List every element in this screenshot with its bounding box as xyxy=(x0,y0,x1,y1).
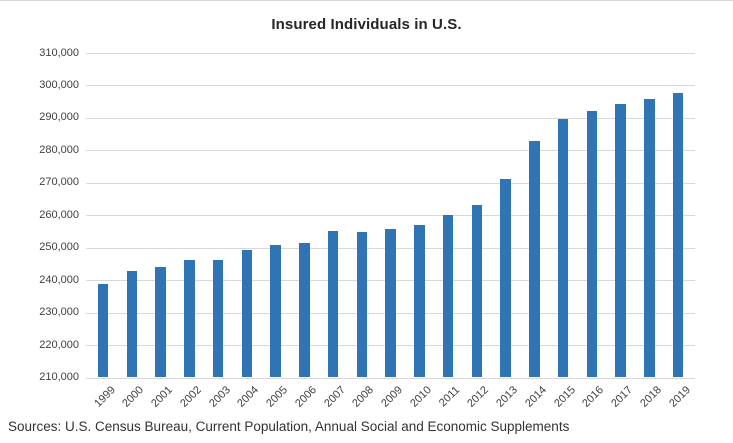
x-tick-label: 2013 xyxy=(494,383,520,410)
bar-2010 xyxy=(414,224,425,378)
y-gridline xyxy=(86,53,695,54)
x-tick-label: 2003 xyxy=(206,383,233,410)
x-tick-label: 2019 xyxy=(666,383,693,410)
top-border-line xyxy=(0,0,733,1)
x-tick-label: 2005 xyxy=(264,383,290,410)
y-gridline xyxy=(86,150,695,152)
chart-title: Insured Individuals in U.S. xyxy=(271,16,462,33)
x-tick-label: 2004 xyxy=(235,383,262,410)
bar-2018 xyxy=(644,99,655,378)
y-tick-label: 230,000 xyxy=(39,306,79,319)
bar-2019 xyxy=(672,92,684,378)
source-note: Sources: U.S. Census Bureau, Current Pop… xyxy=(8,419,570,434)
y-gridline xyxy=(86,85,695,87)
bar-2011 xyxy=(442,214,454,378)
y-tick-label: 310,000 xyxy=(39,46,79,59)
bar-2002 xyxy=(184,260,195,378)
x-tick-label: 2006 xyxy=(292,383,319,410)
bar-2007 xyxy=(327,231,339,378)
bar-2000 xyxy=(126,270,137,378)
y-tick-label: 270,000 xyxy=(39,176,79,189)
x-tick-label: 2017 xyxy=(609,383,635,410)
x-tick-label: 2009 xyxy=(379,383,405,410)
y-gridline xyxy=(86,215,695,217)
y-gridline xyxy=(86,117,695,119)
bar-2012 xyxy=(471,204,482,378)
y-tick-label: 220,000 xyxy=(39,338,79,351)
x-tick-label: 2012 xyxy=(465,383,492,410)
x-tick-label: 2016 xyxy=(580,383,607,410)
bar-2004 xyxy=(241,249,252,378)
x-tick-label: 2002 xyxy=(177,383,204,410)
x-tick-label: 2007 xyxy=(321,383,348,410)
bar-2001 xyxy=(155,266,166,378)
x-tick-label: 2018 xyxy=(637,383,664,410)
y-tick-label: 280,000 xyxy=(39,143,79,156)
x-tick-label: 2008 xyxy=(350,383,377,410)
y-gridline xyxy=(86,377,695,379)
bar-2005 xyxy=(270,244,281,378)
bar-2006 xyxy=(299,242,310,378)
y-tick-label: 290,000 xyxy=(39,111,79,124)
y-tick-label: 250,000 xyxy=(39,241,79,254)
bar-2015 xyxy=(557,118,569,378)
bar-2008 xyxy=(356,232,367,378)
bar-2017 xyxy=(615,104,626,378)
x-tick-label: 2015 xyxy=(551,383,578,410)
x-tick-label: 2010 xyxy=(407,383,434,410)
x-tick-label: 2001 xyxy=(149,383,175,410)
y-tick-label: 210,000 xyxy=(39,371,79,383)
bar-2009 xyxy=(385,228,396,378)
x-tick-label: 2014 xyxy=(522,383,549,410)
y-tick-label: 260,000 xyxy=(39,208,79,221)
bar-2016 xyxy=(586,111,597,378)
y-tick-label: 240,000 xyxy=(39,273,79,286)
x-tick-label: 2011 xyxy=(437,383,463,409)
x-tick-label: 1999 xyxy=(91,383,118,410)
bar-2014 xyxy=(529,140,540,378)
x-tick-label: 2000 xyxy=(120,383,147,410)
bar-2003 xyxy=(212,259,224,378)
bar-2013 xyxy=(500,178,511,378)
bar-1999 xyxy=(97,283,109,378)
y-tick-label: 300,000 xyxy=(39,78,79,91)
y-gridline xyxy=(86,182,695,184)
